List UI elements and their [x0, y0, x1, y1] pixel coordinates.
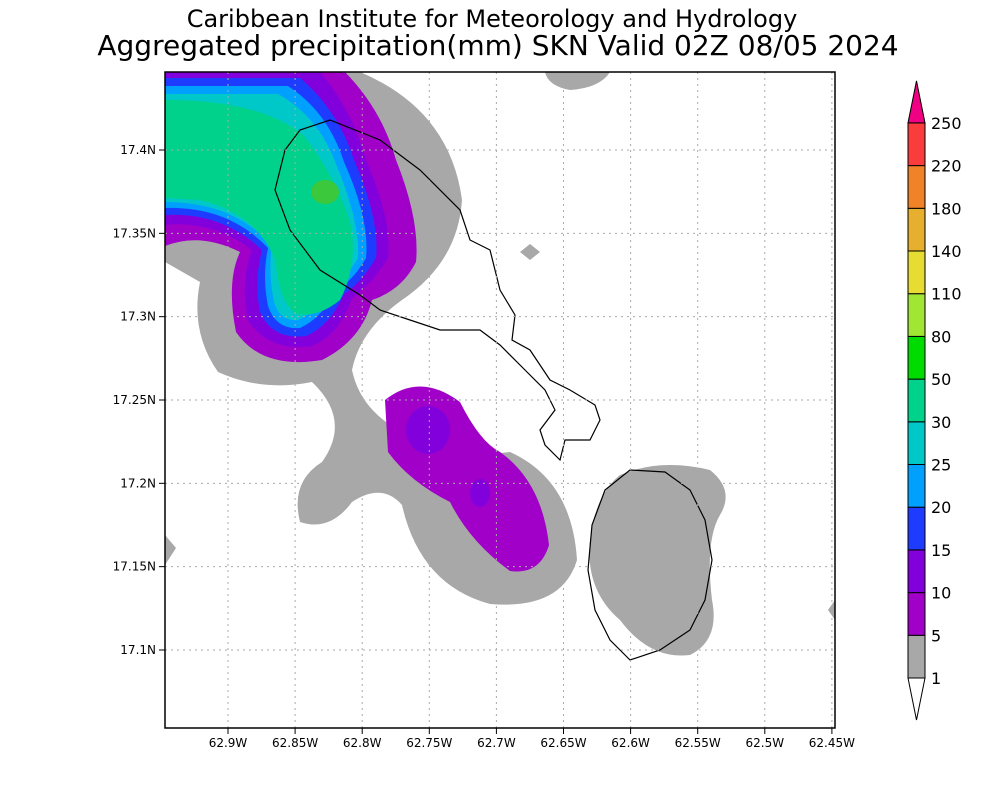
colorbar-bin [907, 207, 926, 252]
title: Caribbean Institute for Meteorology and … [187, 5, 798, 33]
lon-label: 62.5W [746, 736, 785, 750]
colorbar-bin [907, 250, 926, 295]
nevis [587, 469, 713, 661]
colorbar-bin [907, 122, 926, 167]
colorbar-bin [907, 634, 926, 679]
lon-label: 62.75W [406, 736, 452, 750]
contour-gray [520, 244, 540, 260]
lat-label: 17.25N [113, 393, 156, 407]
lat-label: 17.15N [113, 560, 156, 574]
colorbar-label: 25 [931, 456, 951, 475]
colorbar-bin [907, 293, 926, 337]
colorbar-label: 220 [931, 157, 962, 176]
lat-label: 17.1N [120, 643, 156, 657]
lat-label: 17.3N [120, 310, 156, 324]
lon-label: 62.45W [809, 736, 855, 750]
precip-field [165, 72, 835, 656]
lat-label: 17.2N [120, 476, 156, 490]
colorbar-bin [907, 464, 926, 508]
colorbar-label: 50 [931, 370, 951, 389]
contour-50 [311, 180, 339, 204]
colorbar-label: 1 [931, 669, 941, 688]
colorbar-bin [907, 506, 926, 551]
lon-label: 62.9W [209, 736, 248, 750]
lon-label: 62.7W [477, 736, 516, 750]
colorbar-label: 10 [931, 584, 951, 603]
lon-label: 62.85W [272, 736, 318, 750]
lon-label: 62.55W [675, 736, 721, 750]
contour-gray [545, 72, 610, 90]
lon-label: 62.8W [343, 736, 382, 750]
colorbar-label: 110 [931, 285, 962, 304]
colorbar-bin [907, 165, 926, 209]
contour-gray [589, 465, 726, 656]
colorbar-label: 250 [931, 114, 962, 133]
colorbar-label: 140 [931, 242, 962, 261]
lon-label: 62.65W [540, 736, 586, 750]
contour-10 [406, 406, 450, 454]
colorbar-bin [907, 335, 926, 380]
contour-10 [470, 479, 490, 507]
colorbar-label: 15 [931, 541, 951, 560]
colorbar-label: 5 [931, 626, 941, 645]
contour-30 [165, 100, 353, 315]
subtitle: Aggregated precipitation(mm) SKN Valid 0… [97, 29, 898, 62]
colorbar-label: 80 [931, 327, 951, 346]
colorbar-over [907, 80, 926, 124]
colorbar-label: 30 [931, 413, 951, 432]
colorbar-label: 20 [931, 498, 951, 517]
colorbar-bin [907, 549, 926, 594]
axes: 17.4N 17.35N 17.3N 17.25N 17.2N 17.15N 17.1N 62… [113, 72, 855, 750]
st-kitts [274, 119, 601, 462]
lat-label: 17.4N [120, 143, 156, 157]
lat-label: 17.35N [113, 226, 156, 240]
colorbar-bin [907, 592, 926, 636]
plot-frame [164, 71, 836, 729]
colorbar-under [907, 677, 926, 721]
colorbar-bin [907, 378, 926, 423]
colorbar-label: 180 [931, 199, 962, 218]
islands [274, 119, 713, 661]
lon-label: 62.6W [611, 736, 650, 750]
colorbar-bin [907, 421, 926, 465]
